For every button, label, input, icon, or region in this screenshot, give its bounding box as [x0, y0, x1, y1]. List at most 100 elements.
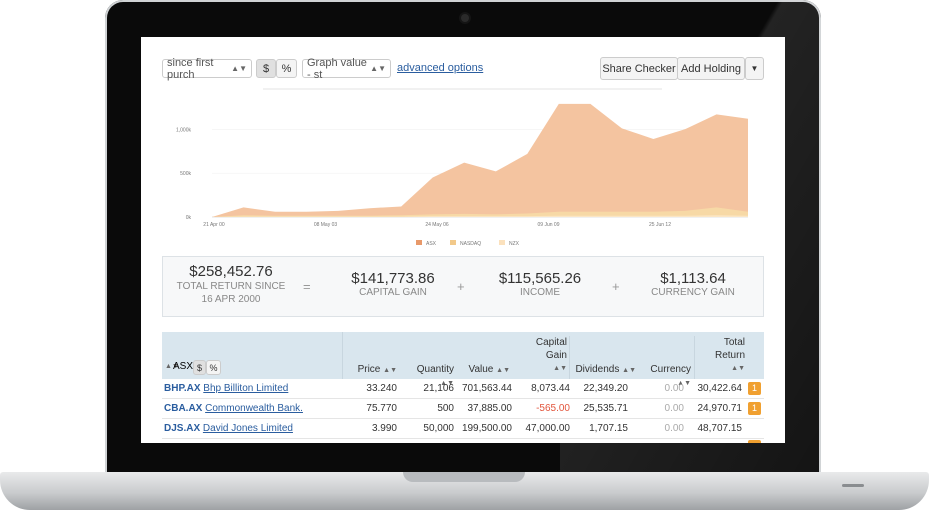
holding-code[interactable]: CBA.AX [164, 403, 203, 414]
table-row[interactable]: CBA.AX Commonwealth Bank. 75.770 500 37,… [162, 399, 764, 419]
sort-icon: ▲▼ [731, 365, 745, 372]
dividends-cell: 22,349.20 [583, 383, 629, 394]
percent-toggle-button[interactable]: % [276, 59, 297, 78]
market-label: ASX [173, 361, 194, 372]
capital-gain-column-header[interactable]: Capital Gain ▲▼ [512, 336, 570, 379]
value-column-header[interactable]: Value ▲▼ [460, 363, 510, 377]
income-value: $115,565.26 [498, 270, 582, 287]
area-series-asx [212, 103, 748, 217]
legend-label: NASDAQ [460, 241, 481, 247]
value-cell: 37,885.00 [467, 403, 513, 414]
y-axis-ticks: 1,000k 500k 0k [176, 127, 192, 221]
currency-column-header[interactable]: Currency ▲▼ [636, 363, 691, 390]
table-row[interactable]: BHP.AX Bhp Billiton Limited 33.240 21,10… [162, 379, 764, 399]
currency-cell: 0.00 [664, 423, 684, 434]
legend-label: ASX [426, 241, 437, 247]
table-row[interactable]: DJS.AX David Jones Limited 3.990 50,000 … [162, 419, 764, 439]
total-return-summary: $258,452.76 TOTAL RETURN SINCE 16 APR 20… [171, 263, 291, 306]
holding-code[interactable]: DJS.AX [164, 423, 201, 434]
table-percent-toggle[interactable]: % [206, 360, 221, 375]
holding-name-cell: BHP.AX Bhp Billiton Limited [164, 383, 288, 394]
legend-label: NZX [509, 241, 520, 247]
laptop-vent [842, 484, 864, 487]
add-holding-button[interactable]: Add Holding [677, 57, 745, 80]
return-summary: $258,452.76 TOTAL RETURN SINCE 16 APR 20… [162, 256, 764, 317]
period-select[interactable]: since first purch ▲▼ [162, 56, 252, 81]
select-caret-icon: ▲▼ [231, 64, 247, 73]
sort-icon: ▲▼ [383, 367, 397, 374]
quantity-header-label: Quantity [416, 364, 454, 375]
y-tick-label: 1,000k [176, 127, 192, 133]
total-return-header-line2: Return [714, 350, 745, 361]
equals-sign: = [303, 279, 311, 294]
total-return-column-header[interactable]: Total Return ▲▼ [694, 336, 745, 379]
alert-badge[interactable]: 1 [748, 402, 761, 415]
income-label: INCOME [520, 287, 560, 298]
capital-gain-cell: 47,000.00 [525, 423, 571, 434]
capital-gain-header-line2: Gain [545, 350, 567, 361]
capital-gain-cell: 8,073.44 [531, 383, 570, 394]
alert-badge[interactable]: 1 [748, 382, 761, 395]
sort-icon: ▲▼ [440, 380, 454, 387]
currency-header-label: Currency [650, 364, 691, 375]
laptop-base-notch [403, 472, 525, 482]
sort-icon: ▲▼ [165, 363, 179, 370]
total-return-cell: 24,970.71 [697, 403, 743, 414]
capital-gain-value: $141,773.86 [351, 270, 435, 287]
legend-swatch [450, 240, 456, 245]
holding-name-link[interactable]: Commonwealth Bank. [205, 403, 303, 414]
table-row-partial [162, 439, 764, 443]
currency-cell: 0.00 [664, 403, 684, 414]
dividends-header-label: Dividends [575, 364, 620, 375]
graph-type-select[interactable]: Graph value - st ▲▼ [302, 57, 391, 81]
currency-gain-label: CURRENCY GAIN [651, 287, 735, 298]
total-return-cell: 48,707.15 [697, 423, 743, 434]
share-checker-button[interactable]: Share Checker [600, 57, 678, 80]
total-return-label: TOTAL RETURN SINCE 16 APR 2000 [176, 281, 286, 305]
select-caret-icon: ▲▼ [370, 64, 386, 73]
capital-gain-cell: -565.00 [536, 403, 570, 414]
dividends-cell: 1,707.15 [589, 423, 628, 434]
add-holding-dropdown-chevron-icon[interactable]: ▼ [745, 57, 764, 80]
chart-areas [212, 103, 748, 217]
holding-name-link[interactable]: David Jones Limited [202, 423, 293, 434]
x-tick-label: 09 Jun 09 [538, 222, 560, 228]
holding-name-link[interactable]: Bhp Billiton Limited [203, 383, 289, 394]
price-cell: 33.240 [366, 383, 397, 394]
x-tick-label: 21 Apr 00 [203, 222, 225, 228]
x-tick-label: 24 May 06 [425, 222, 449, 228]
quantity-cell: 500 [437, 403, 454, 414]
capital-gain-header-line1: Capital [535, 337, 567, 348]
price-cell: 3.990 [371, 423, 397, 434]
quantity-cell: 50,000 [423, 423, 454, 434]
app-screen: since first purch ▲▼ $ % Graph value - s… [141, 37, 785, 443]
price-column-header[interactable]: Price ▲▼ [352, 363, 397, 377]
total-return-header-line1: Total [723, 337, 745, 348]
alert-badge [748, 440, 761, 443]
total-return-value: $258,452.76 [189, 263, 273, 280]
quantity-column-header[interactable]: Quantity ▲▼ [402, 363, 454, 390]
sort-icon: ▲▼ [622, 367, 636, 374]
currency-cell: 0.00 [664, 383, 684, 394]
webcam [461, 14, 469, 22]
currency-gain-value: $1,113.64 [660, 270, 726, 287]
market-header-cell: ▲▼ ASX $ % [162, 332, 343, 379]
price-cell: 75.770 [366, 403, 397, 414]
dollar-toggle-button[interactable]: $ [256, 59, 276, 78]
holding-code[interactable]: BHP.AX [164, 383, 201, 394]
chart-legend: ASX NASDAQ NZX [416, 240, 520, 247]
value-cell: 199,500.00 [461, 423, 512, 434]
area-series-nzx [212, 215, 748, 217]
x-tick-label: 25 Jun 12 [649, 222, 671, 228]
dividends-column-header[interactable]: Dividends ▲▼ [572, 363, 636, 377]
portfolio-value-chart: 1,000k 500k 0k 21 Apr 00 08 May 03 24 May 06… [176, 88, 748, 247]
holding-name-cell: CBA.AX Commonwealth Bank. [164, 403, 303, 414]
table-dollar-toggle[interactable]: $ [193, 360, 206, 375]
period-select-value: since first purch [167, 56, 214, 81]
capital-gain-summary: $141,773.86 CAPITAL GAIN [333, 270, 453, 298]
x-axis-ticks: 21 Apr 00 08 May 03 24 May 06 09 Jun 09 25 J… [203, 222, 671, 228]
holding-name-cell: DJS.AX David Jones Limited [164, 423, 293, 434]
legend-swatch [416, 240, 422, 245]
advanced-options-link[interactable]: advanced options [397, 62, 484, 74]
value-cell: 701,563.44 [461, 383, 512, 394]
